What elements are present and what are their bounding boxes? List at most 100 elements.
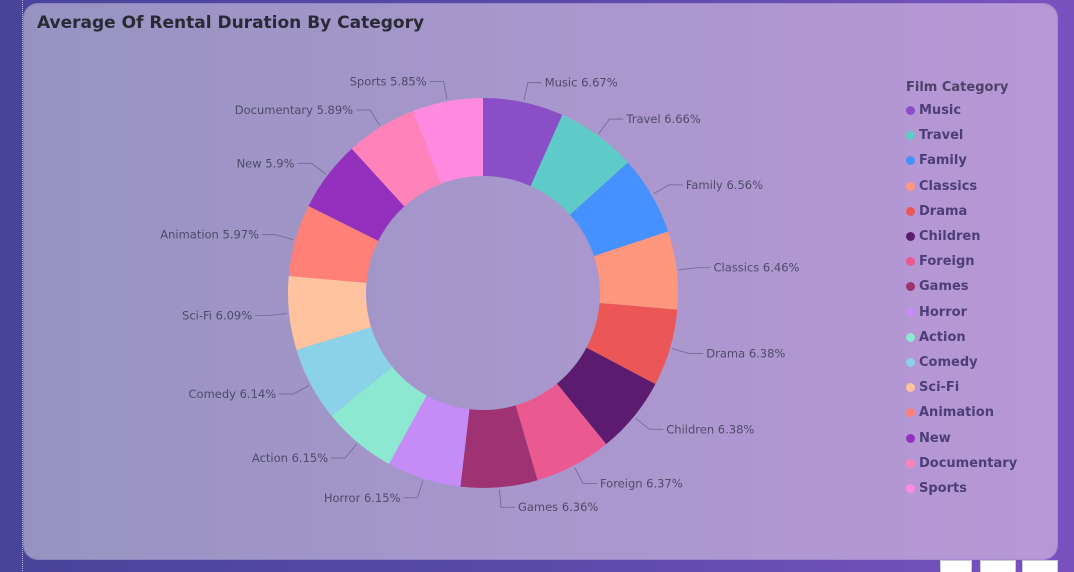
legend-swatch <box>906 131 915 141</box>
legend-label: New <box>919 430 951 446</box>
legend-label: Travel <box>919 128 964 144</box>
legend-label: Foreign <box>919 254 975 270</box>
slice-sci-fi[interactable] <box>288 276 372 350</box>
slice-travel[interactable] <box>530 114 628 215</box>
data-label-family: Family 6.56% <box>686 178 763 192</box>
visual-options-button[interactable] <box>980 560 1016 572</box>
data-label-games: Games 6.36% <box>518 500 598 514</box>
focus-mode-button[interactable] <box>940 560 972 572</box>
legend-item-classics[interactable]: Classics <box>906 174 1017 199</box>
legend-item-action[interactable]: Action <box>906 325 1017 350</box>
slice-action[interactable] <box>331 366 427 464</box>
leader-line-foreign <box>574 467 597 484</box>
slice-children[interactable] <box>556 347 656 445</box>
data-label-classics: Classics 6.46% <box>714 261 800 275</box>
data-label-children: Children 6.38% <box>666 422 754 436</box>
legend-label: Games <box>919 279 969 295</box>
legend-swatch <box>906 181 915 191</box>
slice-foreign[interactable] <box>515 383 607 481</box>
slice-games[interactable] <box>460 405 538 488</box>
legend-item-drama[interactable]: Drama <box>906 199 1017 224</box>
legend-label: Action <box>919 329 966 345</box>
legend-swatch <box>906 206 915 216</box>
data-label-horror: Horror 6.15% <box>324 491 401 505</box>
leader-line-travel <box>598 118 624 134</box>
legend-label: Children <box>919 229 981 245</box>
slice-music[interactable] <box>483 98 563 187</box>
legend-title: Film Category <box>906 80 1009 95</box>
leader-line-horror <box>403 480 424 499</box>
data-label-foreign: Foreign 6.37% <box>600 476 683 490</box>
leader-line-children <box>635 417 664 430</box>
leader-line-sci-fi <box>255 313 288 316</box>
legend-swatch <box>906 433 915 443</box>
leader-line-music <box>523 82 542 101</box>
legend-label: Sci-Fi <box>919 380 960 396</box>
legend-label: Classics <box>919 178 978 194</box>
slice-family[interactable] <box>569 162 669 257</box>
data-label-documentary: Documentary 5.89% <box>235 103 353 117</box>
legend-swatch <box>906 232 915 242</box>
data-label-music: Music 6.67% <box>545 76 618 90</box>
leader-line-new <box>297 162 327 175</box>
legend-swatch <box>906 106 915 116</box>
data-label-new: New 5.9% <box>237 156 295 170</box>
legend: Film Category Music Travel Family Classics D… <box>906 80 1017 501</box>
more-options-button[interactable] <box>1022 560 1058 572</box>
slice-new[interactable] <box>308 148 405 241</box>
legend-label: Comedy <box>919 354 978 370</box>
legend-item-family[interactable]: Family <box>906 148 1017 173</box>
data-label-travel: Travel 6.66% <box>625 112 700 126</box>
leader-line-drama <box>671 348 704 354</box>
legend-item-foreign[interactable]: Foreign <box>906 249 1017 274</box>
legend-label: Sports <box>919 480 967 496</box>
leader-line-documentary <box>356 109 380 126</box>
slice-classics[interactable] <box>594 231 678 310</box>
slice-documentary[interactable] <box>351 111 441 207</box>
leader-line-sports <box>429 81 448 100</box>
legend-label: Documentary <box>919 455 1018 471</box>
legend-label: Family <box>919 153 967 169</box>
legend-swatch <box>906 408 915 418</box>
slice-animation[interactable] <box>288 206 379 283</box>
slice-comedy[interactable] <box>296 327 393 416</box>
legend-swatch <box>906 332 915 342</box>
data-label-sci-fi: Sci-Fi 6.09% <box>182 308 252 322</box>
legend-item-travel[interactable]: Travel <box>906 123 1017 148</box>
legend-swatch <box>906 156 915 166</box>
leader-line-games <box>499 489 515 508</box>
legend-item-animation[interactable]: Animation <box>906 400 1017 425</box>
legend-item-new[interactable]: New <box>906 425 1017 450</box>
data-label-animation: Animation 5.97% <box>160 228 259 242</box>
legend-item-children[interactable]: Children <box>906 224 1017 249</box>
legend-label: Horror <box>919 304 967 320</box>
slice-drama[interactable] <box>586 302 678 385</box>
legend-item-documentary[interactable]: Documentary <box>906 451 1017 476</box>
legend-swatch <box>906 383 915 393</box>
legend-item-music[interactable]: Music <box>906 98 1017 123</box>
data-label-drama: Drama 6.38% <box>706 347 785 361</box>
leader-line-animation <box>262 234 294 240</box>
chart-title: Average Of Rental Duration By Category <box>37 13 425 33</box>
legend-label: Drama <box>919 203 968 219</box>
slice-sports[interactable] <box>412 98 483 184</box>
data-label-action: Action 6.15% <box>252 451 328 465</box>
legend-swatch <box>906 483 915 493</box>
legend-items: Music Travel Family Classics Drama Children Fo… <box>906 98 1017 501</box>
legend-item-horror[interactable]: Horror <box>906 300 1017 325</box>
leader-line-comedy <box>279 385 310 395</box>
legend-item-comedy[interactable]: Comedy <box>906 350 1017 375</box>
legend-item-games[interactable]: Games <box>906 274 1017 299</box>
slice-horror[interactable] <box>389 395 470 487</box>
leader-line-action <box>331 443 357 459</box>
legend-label: Music <box>919 103 962 119</box>
legend-item-sports[interactable]: Sports <box>906 476 1017 501</box>
legend-swatch <box>906 257 915 267</box>
data-label-sports: Sports 5.85% <box>350 75 427 89</box>
legend-swatch <box>906 282 915 292</box>
data-label-comedy: Comedy 6.14% <box>189 387 277 401</box>
legend-item-sci-fi[interactable]: Sci-Fi <box>906 375 1017 400</box>
leader-line-classics <box>678 267 711 271</box>
selection-edge <box>22 0 23 571</box>
